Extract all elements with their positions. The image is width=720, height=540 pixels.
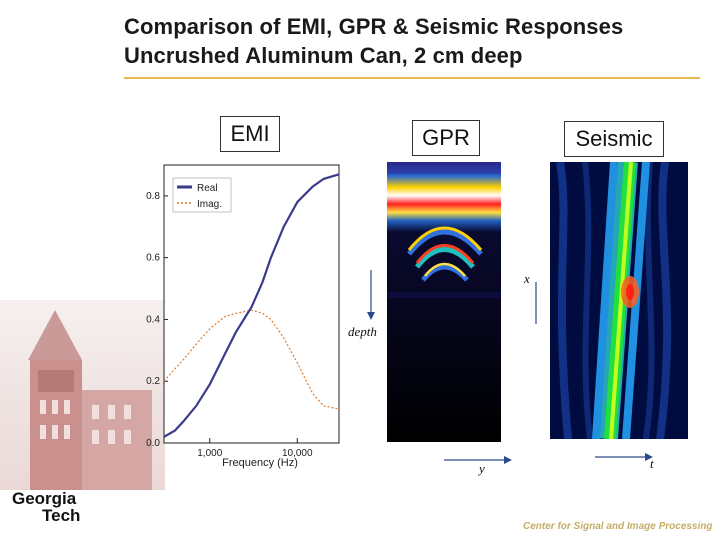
x-arrow (535, 282, 537, 324)
x-tick-label: 1,000 (197, 448, 222, 459)
footer-text: Center for Signal and Image Processing (523, 521, 713, 532)
x-axis-label-gpr: x (524, 271, 530, 286)
y-tick-label: 0.2 (146, 376, 160, 387)
emi-label-box: EMI (220, 116, 280, 152)
y-arrow (444, 456, 512, 464)
gpr-label-box: GPR (412, 120, 480, 156)
gpr-image (387, 162, 501, 442)
title-underline (124, 77, 700, 79)
x-axis-label: Frequency (Hz) (222, 457, 298, 469)
y-tick-label: 0.4 (146, 314, 160, 325)
y-axis-label: y (479, 461, 485, 476)
seismic-label-box: Seismic (564, 121, 664, 157)
legend: Real Imag. (172, 177, 232, 213)
t-arrow (595, 453, 653, 461)
t-axis-label: t (650, 456, 654, 471)
georgia-tech-logo: Georgia Tech (12, 490, 112, 532)
logo-line-1: Georgia (12, 489, 77, 508)
logo-line-2: Tech (42, 506, 81, 525)
y-tick-label: 0.6 (146, 253, 160, 264)
x-tick-label: 10,000 (282, 448, 313, 459)
series-line-real (163, 173, 340, 438)
seismic-image (550, 162, 688, 439)
y-tick-label: 0.8 (146, 191, 160, 202)
depth-arrow (367, 270, 375, 320)
emi-chart: 0.0 0.2 0.4 0.6 0.8 1,000 10,000 Real Imag. F… (146, 164, 340, 469)
legend-label-real: Real (197, 183, 218, 194)
legend-label-imag: Imag. (197, 199, 222, 210)
title-line-2: Uncrushed Aluminum Can, 2 cm deep (124, 43, 523, 68)
title-line-1: Comparison of EMI, GPR & Seismic Respons… (124, 14, 624, 39)
y-tick-label: 0.0 (146, 438, 160, 449)
tech-tower-photo (0, 300, 165, 490)
depth-axis-label: depth (348, 324, 377, 339)
series-line-imag (163, 309, 340, 410)
slide-title: Comparison of EMI, GPR & Seismic Respons… (124, 12, 714, 70)
